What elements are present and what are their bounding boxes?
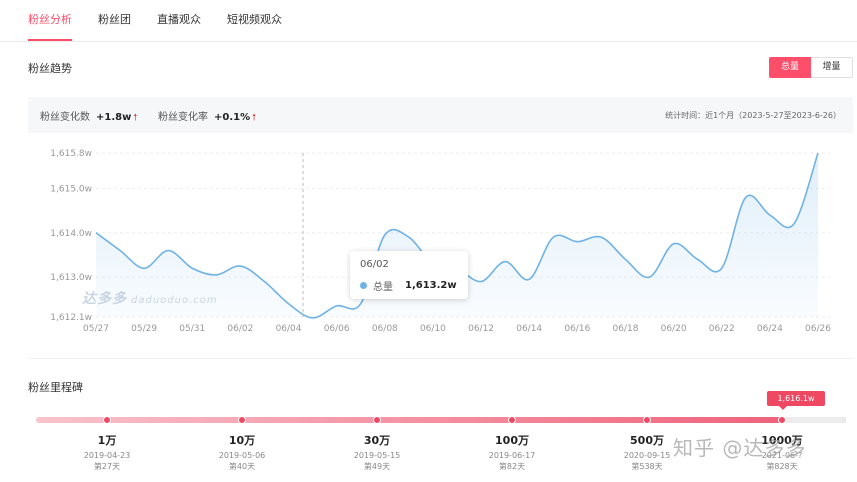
milestone-dot bbox=[373, 416, 381, 424]
trend-title: 粉丝趋势 bbox=[28, 62, 72, 75]
x-tick-label: 06/06 bbox=[324, 324, 350, 334]
series-area bbox=[96, 153, 818, 318]
x-tick-label: 06/24 bbox=[757, 324, 783, 334]
total-toggle-button[interactable]: 总量 bbox=[769, 57, 811, 78]
tab-live-audience[interactable]: 直播观众 bbox=[157, 13, 201, 26]
x-tick-label: 06/16 bbox=[564, 324, 590, 334]
milestone-dot bbox=[103, 416, 111, 424]
milestone-dot bbox=[643, 416, 651, 424]
x-tick-label: 05/31 bbox=[179, 324, 205, 334]
milestone-dot bbox=[508, 416, 516, 424]
chart-tooltip: 06/02 总量 1,613.2w bbox=[350, 251, 468, 299]
y-tick-label: 1,615.0w bbox=[50, 184, 92, 194]
up-arrow-icon: 🠕 bbox=[252, 113, 256, 123]
y-tick-label: 1,613.0w bbox=[50, 273, 92, 283]
fans-change-count: 粉丝变化数 +1.8w 🠕 bbox=[40, 108, 137, 126]
tooltip-series-name: 总量 bbox=[373, 282, 393, 293]
milestone-value: 1万 bbox=[97, 434, 117, 447]
x-tick-label: 06/26 bbox=[805, 324, 831, 334]
x-tick-label: 06/04 bbox=[276, 324, 302, 334]
total-increment-toggle: 总量 增量 bbox=[769, 57, 853, 78]
x-tick-label: 06/18 bbox=[612, 324, 638, 334]
tab-fans-analysis[interactable]: 粉丝分析 bbox=[28, 12, 72, 41]
milestone-date: 2019-05-06 bbox=[218, 451, 266, 460]
milestone-dot bbox=[238, 416, 246, 424]
x-tick-label: 06/22 bbox=[709, 324, 735, 334]
tab-bar: 粉丝分析 粉丝团 直播观众 短视频观众 bbox=[0, 0, 857, 42]
stats-period: 统计时间：近1个月（2023-5-27至2023-6-26） bbox=[665, 111, 841, 120]
increment-toggle-button[interactable]: 增量 bbox=[811, 57, 853, 78]
milestone-date: 2019-05-15 bbox=[353, 451, 401, 460]
x-tick-label: 06/14 bbox=[516, 324, 542, 334]
milestone-item: 30万 2019-05-15 第49天 bbox=[337, 432, 417, 472]
milestone-title: 粉丝里程碑 bbox=[28, 381, 83, 394]
milestone-days: 第828天 bbox=[766, 462, 798, 471]
current-fans-badge: 1,616.1w bbox=[767, 391, 825, 410]
up-arrow-icon: 🠕 bbox=[133, 113, 138, 123]
x-tick-label: 06/12 bbox=[468, 324, 494, 334]
section-divider bbox=[28, 358, 853, 359]
milestone-value: 30万 bbox=[363, 434, 391, 447]
fans-change-rate-value: +0.1% bbox=[214, 112, 251, 123]
milestone-days: 第82天 bbox=[498, 462, 526, 471]
tab-video-audience[interactable]: 短视频观众 bbox=[227, 13, 282, 26]
milestone-dot bbox=[778, 416, 786, 424]
x-tick-label: 05/29 bbox=[131, 324, 157, 334]
stats-bar: 粉丝变化数 +1.8w 🠕 粉丝变化率 +0.1% 🠕 统计时间：近1个月（2023-5… bbox=[28, 97, 853, 133]
milestone-item: 1000万 2021-06-? 第828天 bbox=[742, 432, 822, 472]
fans-change-rate-label: 粉丝变化率 bbox=[158, 112, 208, 123]
tab-fan-group[interactable]: 粉丝团 bbox=[98, 13, 131, 26]
tooltip-value: 1,613.2w bbox=[405, 280, 457, 291]
fans-trend-chart[interactable]: 1,612.1w 1,613.0w 1,614.0w 1,615.0w 1,615.8w… bbox=[28, 140, 857, 340]
fans-change-count-value: +1.8w bbox=[96, 112, 132, 123]
milestone-value: 500万 bbox=[630, 434, 664, 447]
x-tick-label: 06/10 bbox=[420, 324, 446, 334]
y-tick-label: 1,612.1w bbox=[50, 313, 92, 323]
daduoduo-watermark: 达多多 daduoduo.com bbox=[82, 288, 218, 308]
milestone-item: 100万 2019-06-17 第82天 bbox=[472, 432, 552, 472]
milestone-days: 第49天 bbox=[363, 462, 391, 471]
zhihu-watermark: 知乎 @达多多 bbox=[673, 436, 807, 460]
milestone-date: 2020-09-15 bbox=[623, 451, 671, 460]
watermark-brand: 达多多 bbox=[82, 291, 127, 307]
milestone-days: 第27天 bbox=[93, 462, 121, 471]
fans-trend-chart-svg: 1,612.1w 1,613.0w 1,614.0w 1,615.0w 1,615.8w… bbox=[50, 149, 831, 334]
series-dot-icon bbox=[360, 282, 367, 289]
milestone-days: 第538天 bbox=[631, 462, 663, 471]
milestone-item: 10万 2019-05-06 第40天 bbox=[202, 432, 282, 472]
y-tick-label: 1,615.8w bbox=[50, 149, 92, 159]
fans-change-count-label: 粉丝变化数 bbox=[40, 112, 90, 123]
watermark-site: daduoduo.com bbox=[131, 295, 218, 306]
milestone-value: 10万 bbox=[228, 434, 256, 447]
milestone-track-remaining bbox=[782, 417, 846, 423]
milestone-item: 1万 2019-04-23 第27天 bbox=[67, 432, 147, 472]
milestone-date: 2019-06-17 bbox=[488, 451, 536, 460]
x-tick-label: 05/27 bbox=[83, 324, 109, 334]
y-tick-label: 1,614.0w bbox=[50, 229, 92, 239]
x-tick-label: 06/20 bbox=[661, 324, 687, 334]
milestone-date: 2019-04-23 bbox=[83, 451, 131, 460]
milestone-days: 第40天 bbox=[228, 462, 256, 471]
x-tick-label: 06/08 bbox=[372, 324, 398, 334]
milestone-date: 2021-06-? bbox=[761, 451, 803, 460]
milestone-track bbox=[36, 417, 846, 423]
milestone-item: 500万 2020-09-15 第538天 bbox=[607, 432, 687, 472]
tooltip-date: 06/02 bbox=[360, 259, 389, 270]
fans-change-rate: 粉丝变化率 +0.1% 🠕 bbox=[158, 108, 256, 126]
milestone-value: 100万 bbox=[495, 434, 529, 447]
x-tick-label: 06/02 bbox=[227, 324, 253, 334]
milestone-value: 1000万 bbox=[761, 434, 803, 447]
